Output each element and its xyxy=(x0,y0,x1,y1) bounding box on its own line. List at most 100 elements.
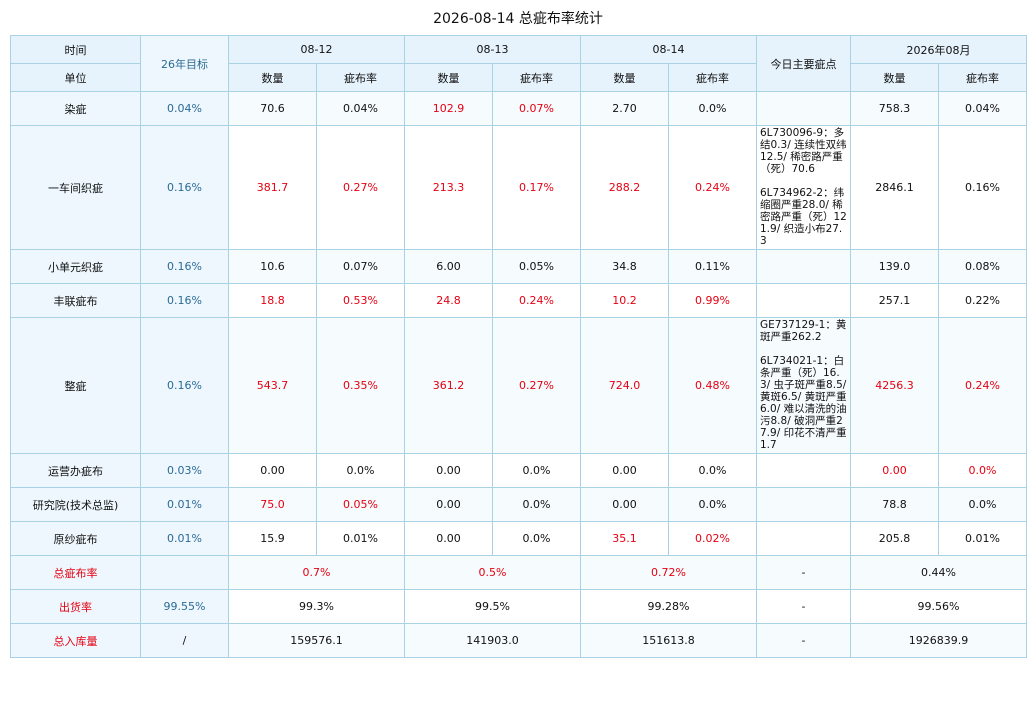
subheader: 数量 xyxy=(228,63,317,92)
value-cell: 361.2 xyxy=(404,317,493,454)
title: 2026-08-14 总疵布率统计 xyxy=(433,11,603,27)
data-row: 染疵 0.04% 70.6 0.04% 102.9 0.07% 2.70 0.0% 758.3 0… xyxy=(10,91,1027,126)
summary-value: 0.5% xyxy=(404,555,581,590)
defect-note: GE737129-1：黄斑严重262.2 xyxy=(760,319,847,343)
row-label: 染疵 xyxy=(10,91,141,126)
value-cell: 0.0% xyxy=(492,521,581,556)
value-cell: 24.8 xyxy=(404,283,493,318)
summary-value: 159576.1 xyxy=(228,623,405,658)
value-cell: 0.53% xyxy=(316,283,405,318)
target: 0.01% xyxy=(140,521,229,556)
value-cell: 0.07% xyxy=(492,91,581,126)
summary-label: 总入库量 xyxy=(10,623,141,658)
value-cell: 0.00 xyxy=(404,453,493,488)
value-cell: 0.0% xyxy=(668,453,757,488)
main-defects xyxy=(756,487,851,522)
value-cell: 2.70 xyxy=(580,91,669,126)
value-cell: 15.9 xyxy=(228,521,317,556)
value-cell: 10.2 xyxy=(580,283,669,318)
month-cell: 205.8 xyxy=(850,521,939,556)
subheader: 疵布率 xyxy=(668,63,757,92)
month-cell: 2846.1 xyxy=(850,125,939,250)
value-cell: 0.01% xyxy=(316,521,405,556)
subheader: 数量 xyxy=(850,63,939,92)
row-label: 整疵 xyxy=(10,317,141,454)
target: 0.04% xyxy=(140,91,229,126)
summary-month: 99.56% xyxy=(850,589,1027,624)
month-cell: 0.0% xyxy=(938,453,1027,488)
subheader: 数量 xyxy=(404,63,493,92)
value-cell: 0.27% xyxy=(316,125,405,250)
month-cell: 0.16% xyxy=(938,125,1027,250)
summary-main: - xyxy=(756,555,851,590)
summary-main: - xyxy=(756,589,851,624)
summary-value: 0.7% xyxy=(228,555,405,590)
subheader: 疵布率 xyxy=(492,63,581,92)
header-row: 时间 26年目标 08-12 08-13 08-14 今日主要疵点 2026年08月 xyxy=(10,35,1027,92)
value-cell: 0.00 xyxy=(580,487,669,522)
value-cell: 0.07% xyxy=(316,249,405,284)
month-cell: 0.22% xyxy=(938,283,1027,318)
subheader: 数量 xyxy=(580,63,669,92)
value-cell: 0.05% xyxy=(492,249,581,284)
summary-value: 151613.8 xyxy=(580,623,757,658)
data-row: 丰联疵布 0.16% 18.8 0.53% 24.8 0.24% 10.2 0.99% 257.… xyxy=(10,283,1027,318)
month-cell: 0.04% xyxy=(938,91,1027,126)
data-row: 研究院(技术总监) 0.01% 75.0 0.05% 0.00 0.0% 0.00 0.0% 7… xyxy=(10,487,1027,522)
header-cell: 今日主要疵点 xyxy=(756,35,851,92)
month-cell: 0.0% xyxy=(938,487,1027,522)
summary-value: 0.72% xyxy=(580,555,757,590)
data-row: 小单元织疵 0.16% 10.6 0.07% 6.00 0.05% 34.8 0.11% 139… xyxy=(10,249,1027,284)
value-cell: 70.6 xyxy=(228,91,317,126)
summary-main: - xyxy=(756,623,851,658)
value-cell: 34.8 xyxy=(580,249,669,284)
month-cell: 0.24% xyxy=(938,317,1027,454)
target: 0.03% xyxy=(140,453,229,488)
value-cell: 6.00 xyxy=(404,249,493,284)
summary-value: 99.28% xyxy=(580,589,757,624)
value-cell: 0.00 xyxy=(580,453,669,488)
main-defects: 6L730096-9：多结0.3/ 连续性双纬12.5/ 稀密路严重（死）70.… xyxy=(756,125,851,250)
month-cell: 78.8 xyxy=(850,487,939,522)
value-cell: 288.2 xyxy=(580,125,669,250)
month-cell: 0.00 xyxy=(850,453,939,488)
value-cell: 0.00 xyxy=(404,487,493,522)
row-label: 小单元织疵 xyxy=(10,249,141,284)
month-header: 2026年08月 xyxy=(850,35,1027,64)
summary-month: 0.44% xyxy=(850,555,1027,590)
value-cell: 0.0% xyxy=(492,453,581,488)
value-cell: 0.0% xyxy=(492,487,581,522)
month-cell: 758.3 xyxy=(850,91,939,126)
value-cell: 0.02% xyxy=(668,521,757,556)
main-defects: GE737129-1：黄斑严重262.2 6L734021-1：白条严重（死）16… xyxy=(756,317,851,454)
value-cell: 0.00 xyxy=(228,453,317,488)
value-cell: 10.6 xyxy=(228,249,317,284)
value-cell: 381.7 xyxy=(228,125,317,250)
stats-table: 时间 26年目标 08-12 08-13 08-14 今日主要疵点 2026年08月 单位 数量… xyxy=(10,35,1027,658)
value-cell: 35.1 xyxy=(580,521,669,556)
header-cell: 26年目标 xyxy=(140,35,229,92)
row-label: 研究院(技术总监) xyxy=(10,487,141,522)
row-label: 运营办疵布 xyxy=(10,453,141,488)
defect-note: 6L734962-2：纬缩圈严重28.0/ 稀密路严重（死）121.9/ 织造小… xyxy=(760,187,847,247)
summary-value: 99.5% xyxy=(404,589,581,624)
target xyxy=(140,555,229,590)
value-cell: 0.0% xyxy=(668,487,757,522)
value-cell: 0.99% xyxy=(668,283,757,318)
date-header: 08-14 xyxy=(580,35,757,64)
value-cell: 0.17% xyxy=(492,125,581,250)
month-cell: 139.0 xyxy=(850,249,939,284)
main-defects xyxy=(756,453,851,488)
value-cell: 0.11% xyxy=(668,249,757,284)
month-cell: 257.1 xyxy=(850,283,939,318)
summary-row: 出货率 99.55% 99.3% 99.5% 99.28% -99.56% xyxy=(10,589,1027,624)
summary-label: 总疵布率 xyxy=(10,555,141,590)
header-cell: 单位 xyxy=(10,63,141,92)
main-defects xyxy=(756,249,851,284)
value-cell: 18.8 xyxy=(228,283,317,318)
summary-row: 总疵布率 0.7% 0.5% 0.72% -0.44% xyxy=(10,555,1027,590)
value-cell: 75.0 xyxy=(228,487,317,522)
value-cell: 102.9 xyxy=(404,91,493,126)
target: 0.16% xyxy=(140,283,229,318)
